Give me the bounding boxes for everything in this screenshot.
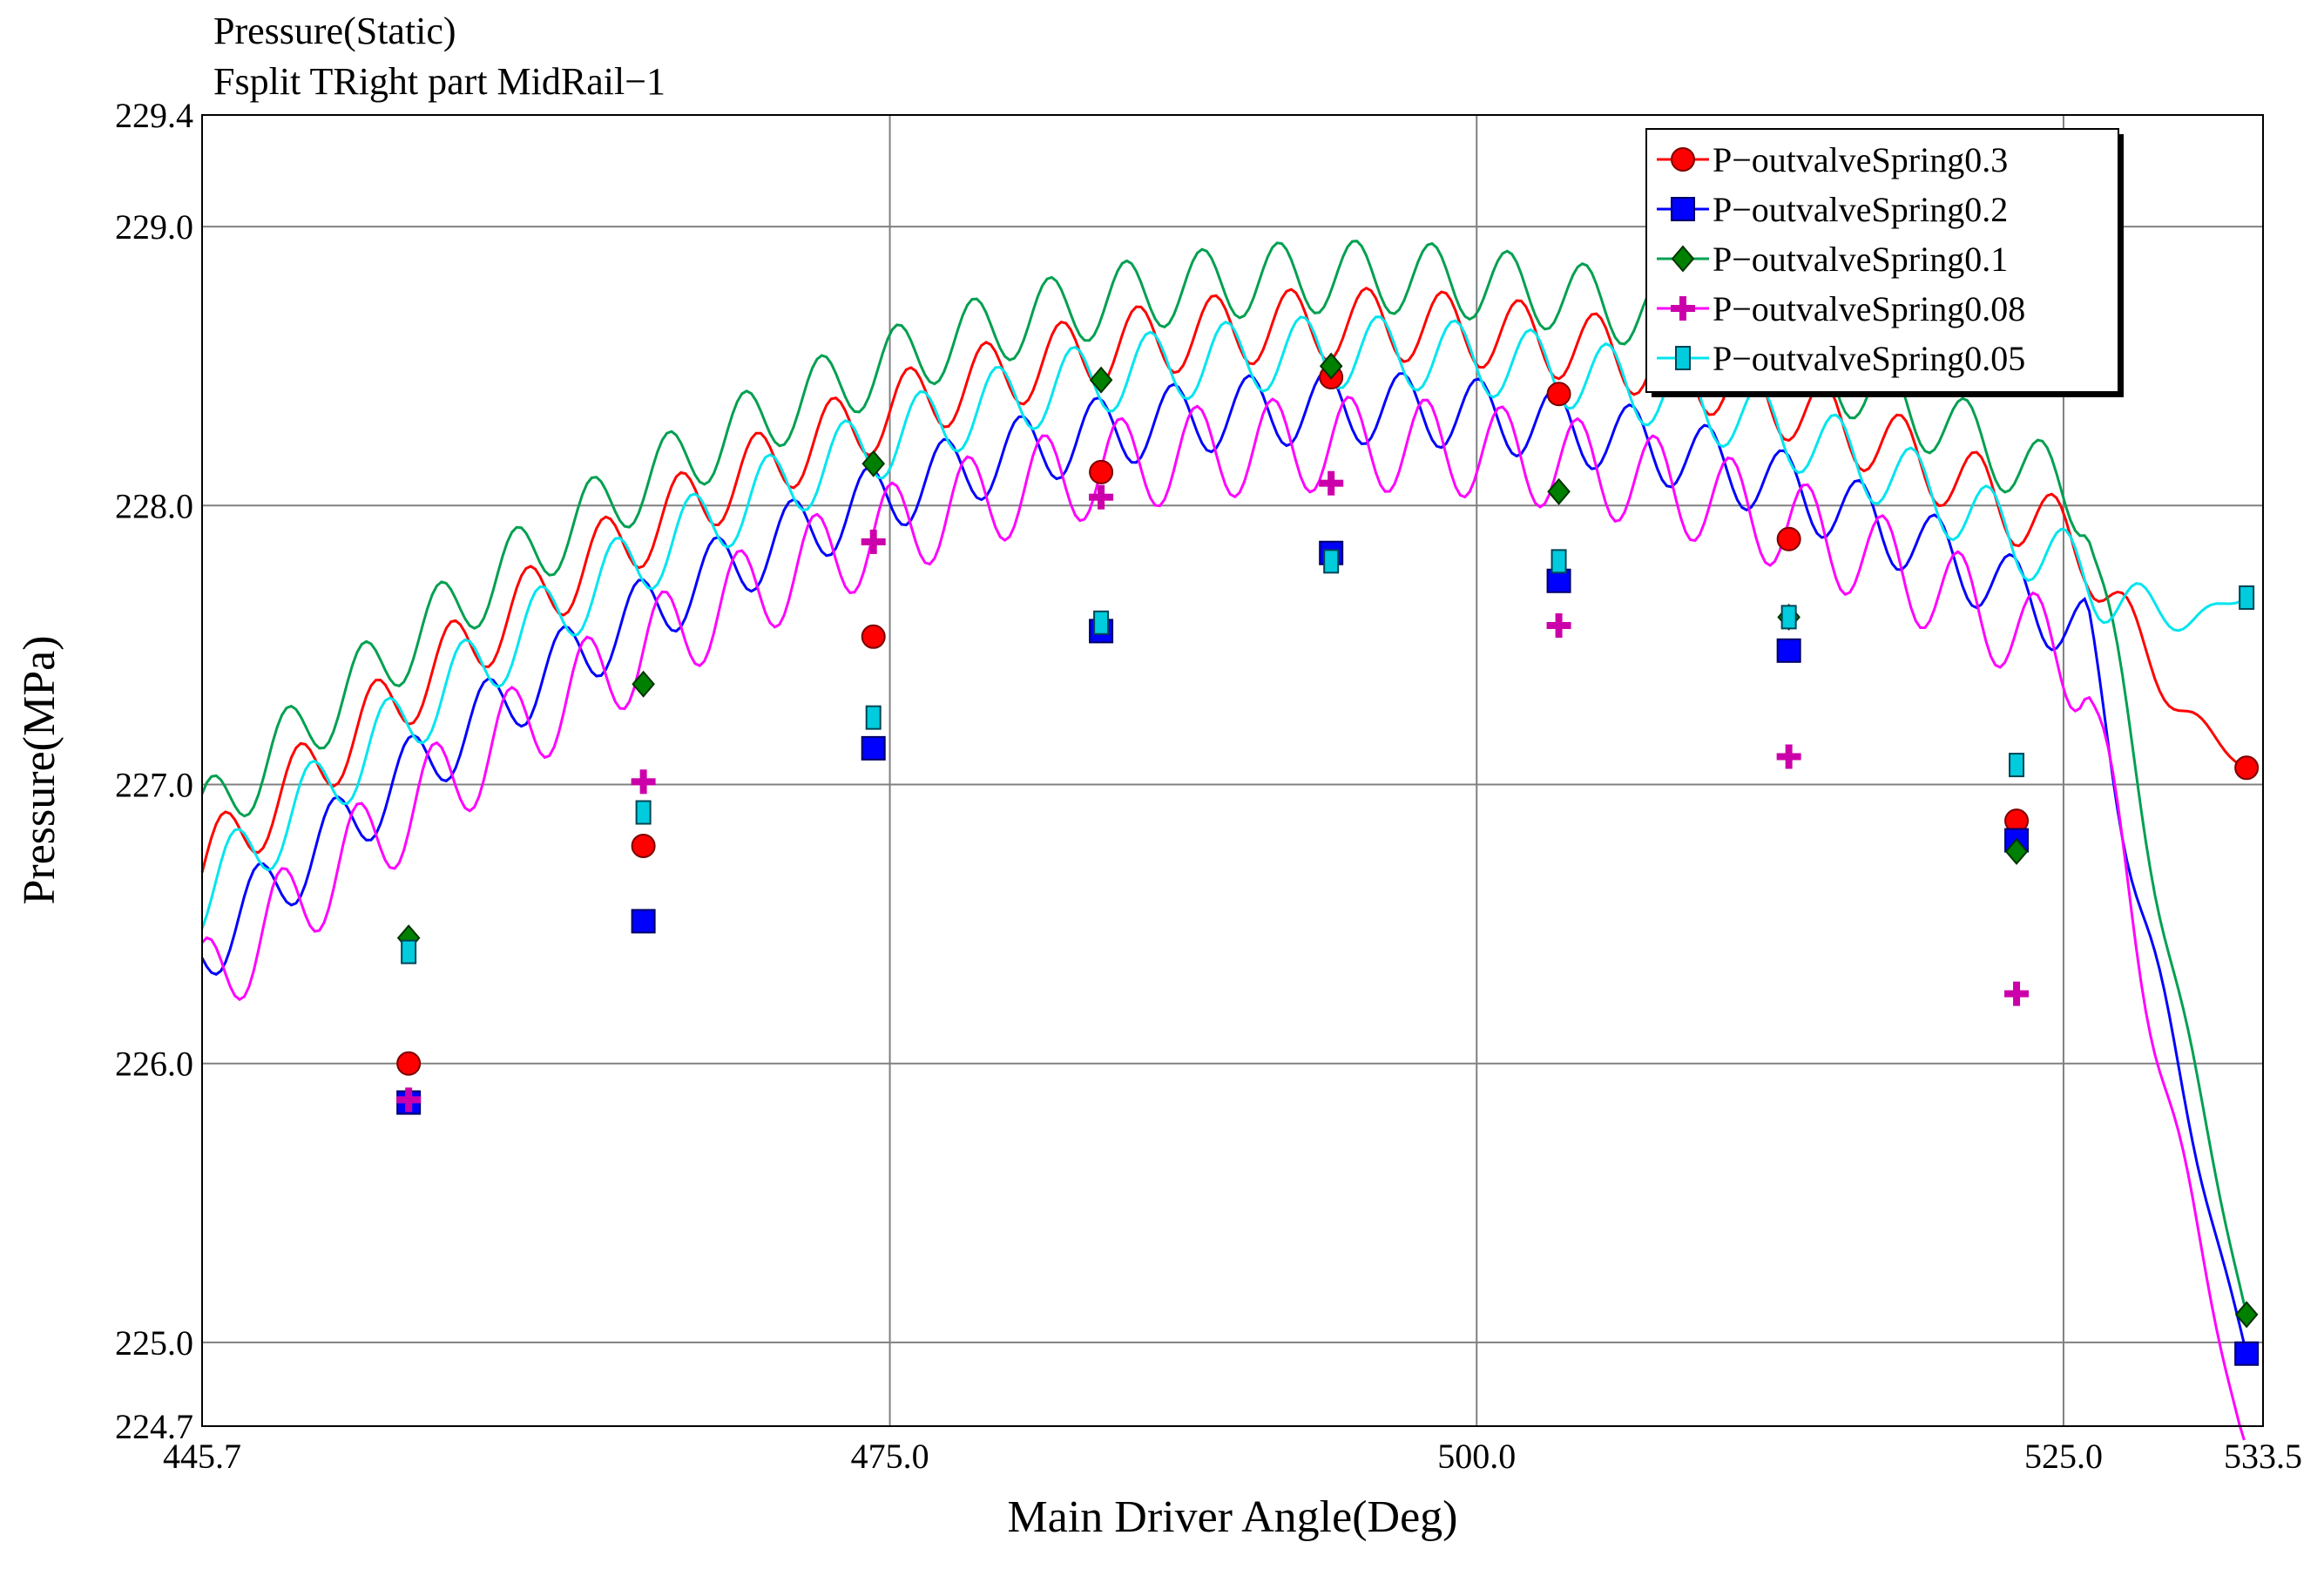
chart-title: Pressure(Static): [213, 10, 456, 52]
series-line-0: [200, 286, 2246, 873]
marker-s0-p1: [631, 833, 656, 858]
legend-marker-0: [1671, 147, 1695, 172]
x-tick-label-3: 525.0: [2024, 1437, 2103, 1476]
plot-frame: [201, 114, 2264, 1427]
marker-s4-p3: [1093, 610, 1110, 635]
legend-label-0: P−outvalveSpring0.3: [1713, 140, 2008, 179]
marker-s4-p5: [1550, 549, 1567, 574]
y-tick-label-1: 225.0: [115, 1323, 193, 1363]
marker-s1-p1: [631, 909, 656, 934]
marker-s2-p4: [1319, 352, 1343, 380]
series-line-2: [200, 240, 2246, 1305]
x-tick-label-1: 475.0: [851, 1437, 929, 1476]
legend-marker-4: [1675, 346, 1691, 370]
marker-s4-p6: [1780, 605, 1797, 630]
legend-entry-4: P−outvalveSpring0.05: [1657, 339, 2025, 378]
y-axis-label: Pressure(MPa): [15, 635, 64, 904]
x-axis-ticks: 445.7 475.0 500.0 525.0 533.5: [163, 1437, 2302, 1476]
legend-marker-1: [1671, 197, 1695, 221]
y-tick-label-2: 226.0: [115, 1045, 193, 1084]
legend: P−outvalveSpring0.3 P−outvalveSpring0.2 P−…: [1645, 128, 2124, 397]
marker-s4-p1: [635, 800, 652, 825]
marker-s3-p0: [396, 1087, 422, 1113]
x-tick-label-2: 500.0: [1437, 1437, 1516, 1476]
marker-s0-p8: [2234, 755, 2260, 781]
marker-s3-p4: [1319, 470, 1344, 496]
marker-s4-p4: [1323, 549, 1340, 574]
legend-marker-3: [1671, 296, 1695, 321]
marker-s3-p6: [1776, 744, 1801, 769]
series-lines: [200, 240, 2246, 1441]
marker-s2-p1: [632, 670, 655, 698]
legend-box: [1645, 128, 2119, 393]
legend-label-1: P−outvalveSpring0.2: [1713, 190, 2008, 229]
marker-s4-p0: [401, 939, 417, 964]
marker-s3-p5: [1546, 612, 1571, 638]
marker-s4-p2: [865, 705, 882, 730]
series-line-3: [200, 396, 2246, 1441]
legend-label-3: P−outvalveSpring0.08: [1713, 289, 2025, 328]
marker-s3-p1: [631, 769, 656, 795]
marker-s4-p8: [2239, 585, 2255, 610]
series-markers: [396, 352, 2260, 1366]
y-tick-label-3: 227.0: [115, 766, 193, 805]
marker-s1-p8: [2234, 1341, 2260, 1366]
marker-s3-p2: [861, 529, 886, 554]
marker-s2-p7: [2004, 837, 2029, 865]
marker-s1-p2: [861, 735, 886, 761]
marker-s0-p5: [1546, 382, 1571, 407]
legend-label-2: P−outvalveSpring0.1: [1713, 240, 2008, 279]
marker-s2-p8: [2234, 1301, 2259, 1329]
legend-marker-2: [1671, 245, 1695, 273]
series-line-1: [200, 370, 2246, 1345]
marker-s0-p3: [1089, 459, 1114, 484]
marker-s0-p0: [396, 1051, 422, 1076]
x-tick-label-0: 445.7: [163, 1437, 241, 1476]
x-tick-label-4: 533.5: [2224, 1437, 2302, 1476]
marker-s4-p7: [2009, 753, 2025, 778]
legend-entry-1: P−outvalveSpring0.2: [1657, 190, 2008, 229]
y-tick-label-6: 229.4: [115, 96, 193, 135]
legend-entry-3: P−outvalveSpring0.08: [1657, 289, 2025, 328]
y-tick-label-0: 224.7: [115, 1407, 193, 1446]
chart-subtitle: Fsplit TRight part MidRail−1: [213, 60, 665, 103]
marker-s1-p6: [1776, 638, 1801, 663]
marker-s3-p3: [1089, 484, 1114, 510]
marker-s2-p5: [1547, 477, 1571, 505]
y-tick-label-4: 228.0: [115, 486, 193, 525]
marker-s2-p2: [861, 450, 886, 477]
x-axis-label: Main Driver Angle(Deg): [1008, 1492, 1458, 1542]
marker-s2-p3: [1089, 366, 1113, 394]
marker-s0-p2: [861, 624, 886, 649]
y-axis-ticks: 224.7 225.0 226.0 227.0 228.0 229.0 229.4: [115, 96, 193, 1446]
legend-entry-0: P−outvalveSpring0.3: [1657, 140, 2008, 179]
marker-s0-p6: [1776, 526, 1801, 551]
marker-s3-p7: [2004, 981, 2030, 1006]
y-tick-label-5: 229.0: [115, 207, 193, 247]
series-line-4: [200, 315, 2246, 930]
legend-entry-2: P−outvalveSpring0.1: [1657, 240, 2008, 279]
legend-label-4: P−outvalveSpring0.05: [1713, 339, 2025, 378]
